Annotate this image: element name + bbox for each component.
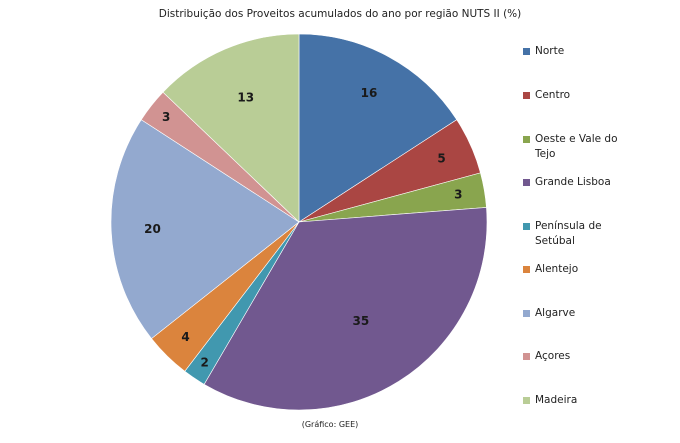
data-label-grande-lisboa: 35 (353, 314, 370, 328)
legend-swatch (523, 266, 530, 273)
legend-item: Alentejo (523, 262, 673, 277)
legend-label: Centro (535, 89, 571, 101)
pie-slice-madeira (162, 33, 300, 223)
legend-item: Norte (523, 44, 673, 59)
pie-slice-grande-lisboa (203, 207, 488, 411)
legend-label: Oeste e Vale do Tejo (535, 133, 618, 160)
legend-swatch (523, 92, 530, 99)
legend-item: Centro (523, 88, 673, 103)
legend-swatch (523, 48, 530, 55)
legend-swatch (523, 397, 530, 404)
legend-swatch (523, 179, 530, 186)
data-label-alentejo: 4 (181, 330, 189, 344)
data-label-norte: 16 (361, 86, 378, 100)
pie-slice-algarve (110, 119, 300, 339)
legend-label: Grande Lisboa (535, 176, 611, 188)
legend-label: Algarve (535, 307, 576, 319)
data-label-pen-nsula-de-set-bal: 2 (201, 356, 209, 370)
legend-item: Algarve (523, 306, 673, 321)
legend-label: Açores (535, 350, 571, 362)
legend-label: Península de Setúbal (535, 220, 602, 247)
data-label-oeste-e-vale-do-tejo: 3 (454, 188, 462, 202)
legend-label: Norte (535, 45, 565, 57)
legend-label: Alentejo (535, 263, 579, 275)
legend-item: Açores (523, 349, 673, 364)
legend-item: Madeira (523, 393, 673, 408)
source-note: (Gráfico: GEE) (301, 420, 359, 429)
legend-swatch (523, 136, 530, 143)
legend-label: Madeira (535, 394, 578, 406)
legend-item: Oeste e Vale do Tejo (523, 132, 673, 162)
legend-item: Península de Setúbal (523, 219, 673, 249)
data-label-algarve: 20 (144, 222, 161, 236)
pie-slice-norte (298, 33, 458, 223)
data-label-madeira: 13 (237, 91, 254, 105)
data-label-centro: 5 (437, 151, 445, 165)
data-label-a-ores: 3 (162, 110, 170, 124)
chart-title: Distribuição dos Proveitos acumulados do… (158, 8, 522, 20)
legend-swatch (523, 353, 530, 360)
legend-swatch (523, 223, 530, 230)
legend-swatch (523, 310, 530, 317)
legend-item: Grande Lisboa (523, 175, 673, 190)
